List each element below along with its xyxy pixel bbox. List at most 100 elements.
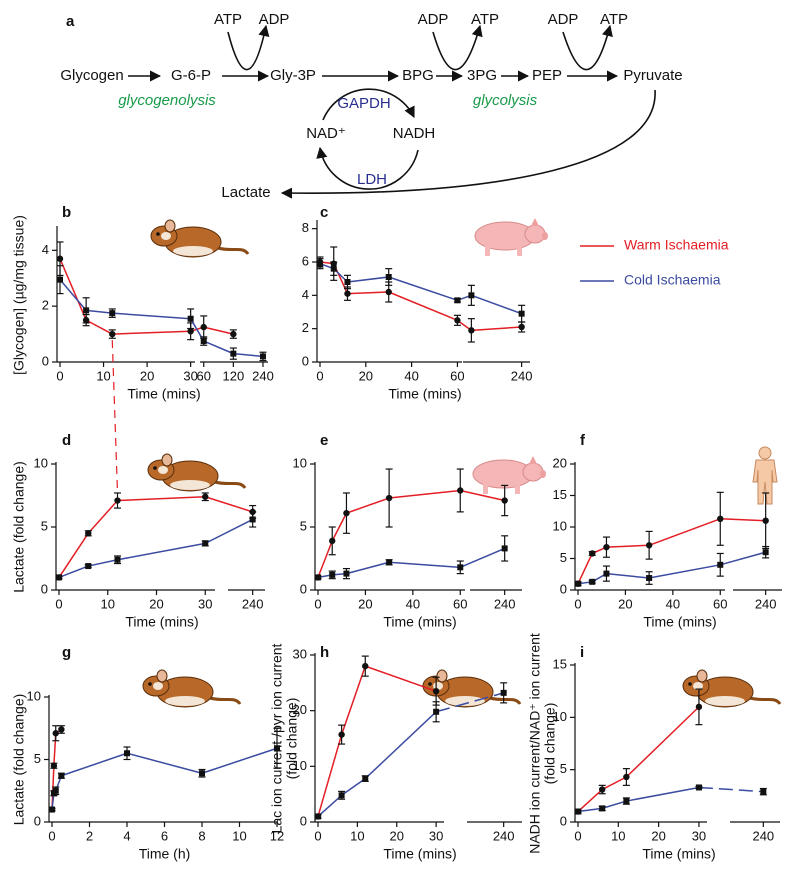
data-point <box>623 798 630 805</box>
metabolite: G-6-P <box>171 67 211 84</box>
y-tick-label: 10 <box>293 758 307 773</box>
x-tick-label: 0 <box>316 368 323 383</box>
cofactor: ADP <box>548 11 579 28</box>
process: glycogenolysis <box>118 92 216 109</box>
x-tick-label: 20 <box>358 596 372 611</box>
series-line <box>126 752 203 774</box>
x-tick-label: 60 <box>453 596 467 611</box>
data-point <box>338 792 345 799</box>
x-tick-label: 240 <box>242 596 264 611</box>
cycle-arc <box>322 88 415 121</box>
y-tick-label: 20 <box>293 702 307 717</box>
enzyme: LDH <box>357 171 387 188</box>
data-point <box>457 564 464 571</box>
data-point <box>329 537 336 545</box>
data-point <box>762 549 769 556</box>
data-point <box>109 310 116 317</box>
series-line <box>601 776 627 791</box>
data-point <box>598 786 606 793</box>
y-tick-label: 5 <box>560 550 567 565</box>
series-line <box>346 561 390 575</box>
series-line <box>87 500 119 534</box>
data-point <box>575 808 581 815</box>
series-line <box>58 565 89 579</box>
panel-label: c <box>320 204 328 221</box>
series-line <box>58 532 89 578</box>
x-tick-label: 2 <box>86 828 93 843</box>
x-tick-label: 10 <box>232 828 246 843</box>
data-point <box>362 662 369 670</box>
series-line <box>204 518 254 545</box>
y-tick-label: 10 <box>34 455 48 470</box>
pig-icon <box>472 455 547 495</box>
x-tick-label: 240 <box>755 596 777 611</box>
x-tick-label: 30 <box>183 368 197 383</box>
x-tick-label: 20 <box>140 368 154 383</box>
data-point <box>645 542 653 549</box>
series-line <box>720 551 766 566</box>
data-point <box>230 350 237 357</box>
y-tick-label: 2 <box>42 298 49 313</box>
data-point <box>56 255 64 262</box>
y-tick-label: 2 <box>302 320 309 335</box>
x-tick-label: 240 <box>511 368 533 383</box>
x-tick-label: 10 <box>611 828 625 843</box>
y-tick-label: 30 <box>293 646 307 661</box>
data-point <box>362 775 369 782</box>
x-tick-label: 0 <box>574 828 581 843</box>
x-tick-label: 40 <box>404 368 418 383</box>
y-tick-label: 0 <box>41 581 48 596</box>
data-point <box>58 726 65 733</box>
arrow <box>280 89 656 199</box>
data-point <box>343 570 350 577</box>
legend: Warm Ischaemia Cold Ischaemia <box>580 237 729 288</box>
series-line <box>388 276 458 302</box>
data-point <box>501 545 508 552</box>
series-line <box>233 352 264 358</box>
data-point <box>501 497 508 504</box>
data-point <box>695 703 703 711</box>
data-point <box>57 276 63 283</box>
data-point <box>344 279 351 285</box>
data-point <box>200 338 207 345</box>
data-point <box>500 689 507 696</box>
series-line <box>471 294 522 315</box>
chart-panel: h 0 10 20 30 0 10 20 30 240 Time (mins) Lac ion cur… <box>269 643 522 862</box>
series-line <box>317 540 333 578</box>
series-line <box>389 489 461 499</box>
data-point <box>454 317 461 324</box>
series-line <box>112 312 191 320</box>
metabolite: BPG <box>402 67 434 84</box>
y-tick-label: 0 <box>34 813 41 828</box>
panel-label: b <box>62 204 71 221</box>
data-point <box>52 730 59 737</box>
series-line <box>59 279 87 311</box>
x-tick-label: 30 <box>198 596 212 611</box>
x-tick-label: 20 <box>359 368 373 383</box>
x-axis-label: Time (mins) <box>127 386 200 402</box>
x-tick-label: 10 <box>96 368 110 383</box>
series-line <box>698 786 764 793</box>
rat-icon <box>149 218 250 259</box>
x-tick-label: 20 <box>149 596 163 611</box>
data-point <box>85 530 92 537</box>
data-point <box>433 708 440 715</box>
x-tick-label: 8 <box>198 828 205 843</box>
data-point <box>454 297 461 304</box>
human-icon <box>752 446 778 505</box>
series-line <box>347 291 389 295</box>
data-point <box>200 323 207 331</box>
pathway-diagram <box>128 24 656 199</box>
y-tick-label: 20 <box>553 455 567 470</box>
x-tick-label: 30 <box>429 828 443 843</box>
series-line <box>648 564 721 579</box>
series-line <box>601 800 627 810</box>
data-point <box>274 745 280 752</box>
x-tick-label: 0 <box>56 368 63 383</box>
x-tick-label: 60 <box>196 368 210 383</box>
x-tick-label: 240 <box>494 596 516 611</box>
series-line <box>317 734 343 817</box>
chart-panel: f 0 5 10 15 20 0 20 40 60 240 Time (mins) <box>553 432 782 630</box>
cofactor: NADH <box>393 125 436 142</box>
data-point <box>385 288 392 296</box>
